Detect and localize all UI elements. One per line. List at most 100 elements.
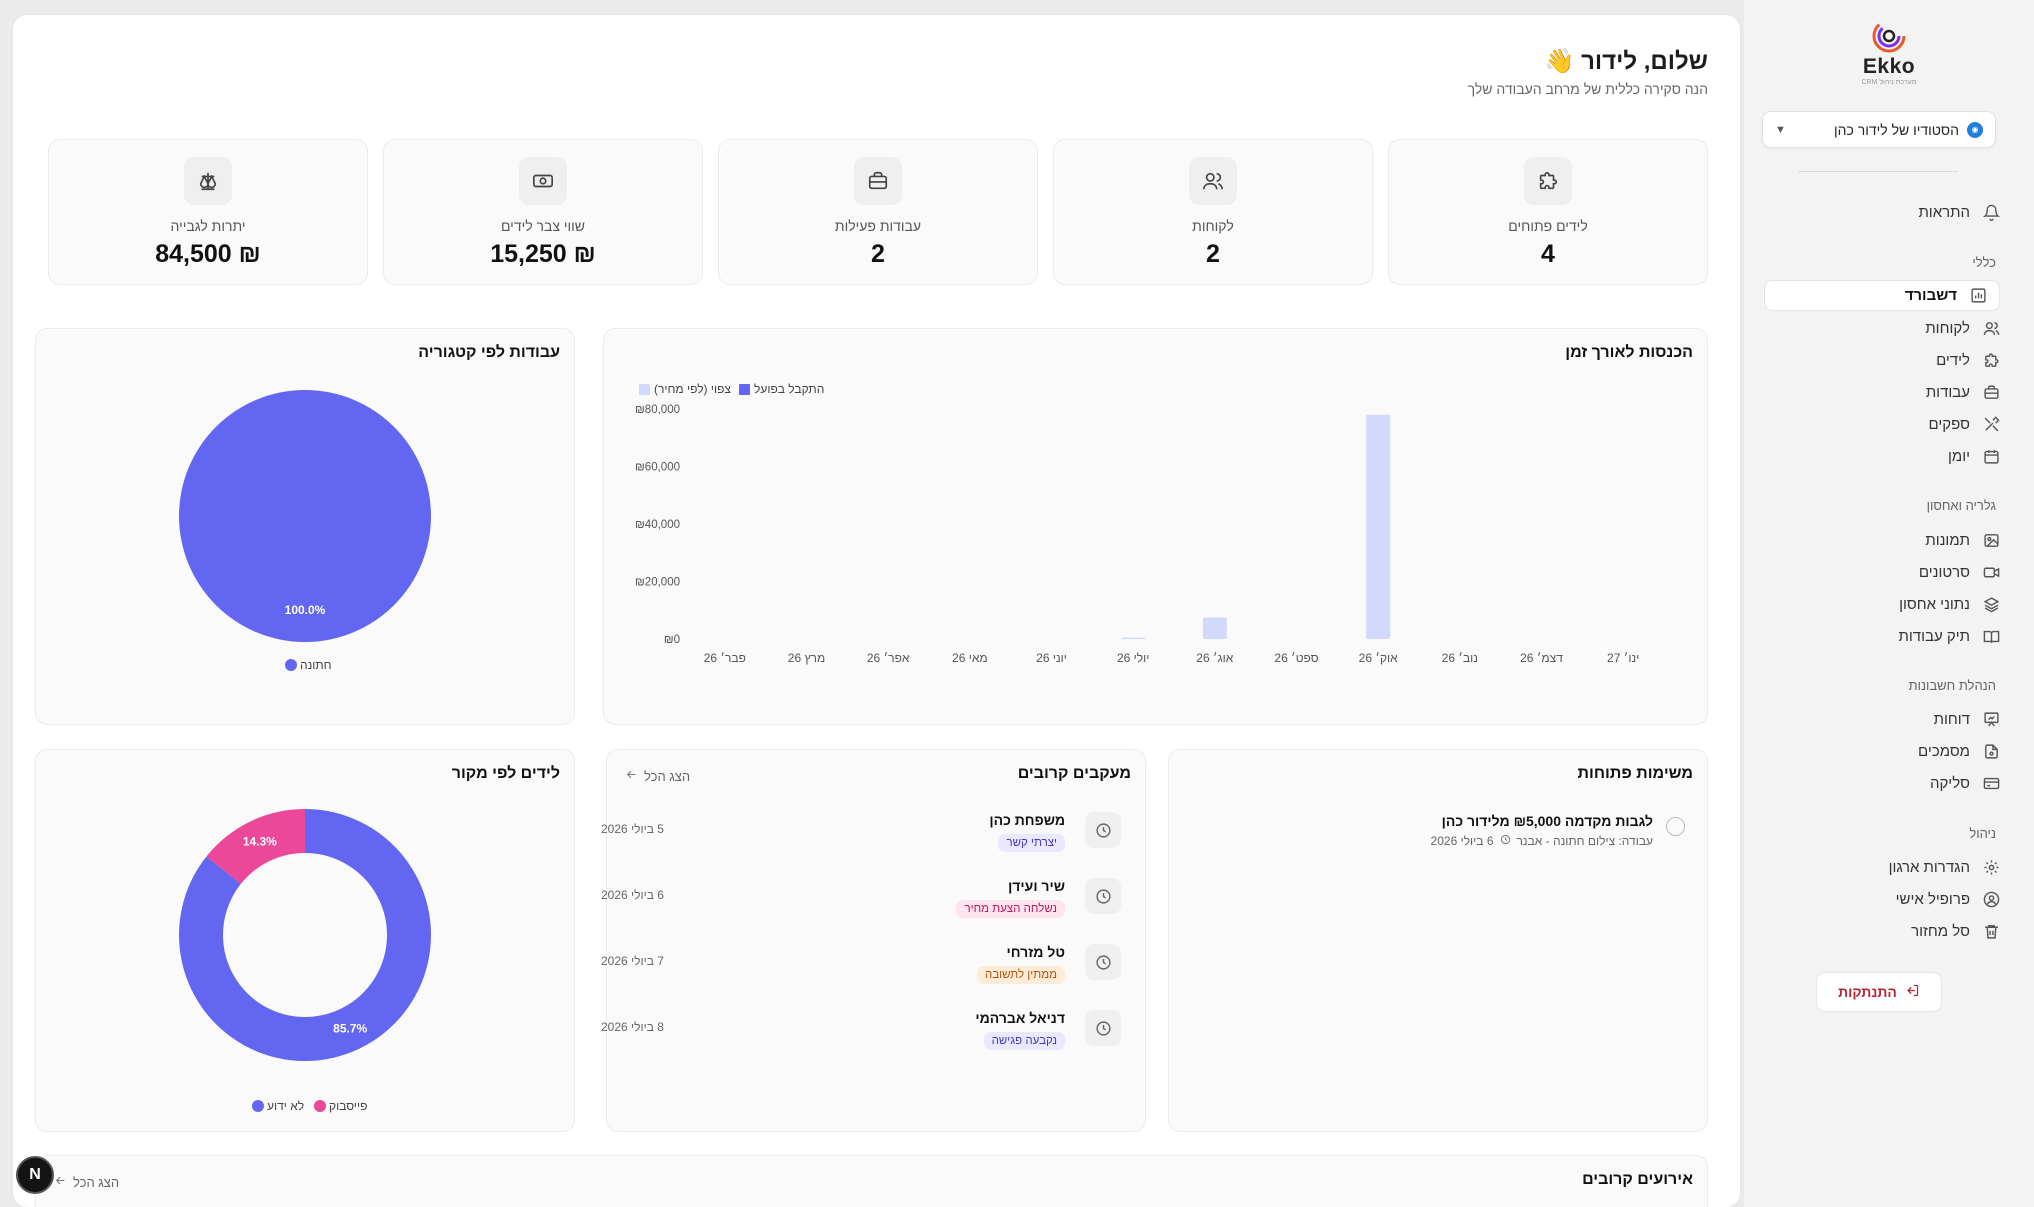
sidebar-item-clearing[interactable]: סליקה: [1764, 768, 2000, 799]
status-badge: יצרתי קשר: [998, 834, 1065, 852]
briefcase-icon: [854, 157, 902, 205]
sidebar-item-documents[interactable]: מסמכים: [1764, 736, 2000, 767]
category-pie-card: עבודות לפי קטגוריה 100.0% חתונה: [35, 328, 575, 725]
sidebar-item-videos[interactable]: סרטונים: [1764, 557, 2000, 588]
revenue-chart-card: הכנסות לאורך זמן צפוי (לפי מחיר) התקבל בפ…: [603, 328, 1708, 725]
x-tick-label: אוק׳ 26: [1359, 651, 1399, 665]
card-title: מעקבים קרובים: [1017, 765, 1131, 782]
dev-tools-badge[interactable]: N: [16, 1156, 54, 1194]
section-gallery: גלריה ואחסון: [1926, 498, 1996, 513]
legend-swatch-expected: [639, 384, 650, 395]
logo[interactable]: Ekko מערכת ניהול CRM: [1859, 18, 1919, 86]
user-circle-icon: [1982, 891, 2000, 909]
sidebar-item-dashboard[interactable]: דשבורד: [1764, 280, 2000, 311]
sidebar-item-label: לקוחות: [1925, 320, 1970, 337]
workspace-switcher[interactable]: ◉ הסטודיו של לידור כהן ▼: [1762, 111, 1996, 148]
sidebar-item-label: סרטונים: [1918, 564, 1970, 581]
stat-card-active-jobs[interactable]: עבודות פעילות 2: [718, 139, 1038, 285]
card-title: עבודות לפי קטגוריה: [418, 344, 560, 361]
logout-icon: [1905, 983, 1920, 1001]
legend-label: לא ידוע: [267, 1099, 304, 1113]
sidebar-item-portfolio[interactable]: תיק עבודות: [1764, 621, 2000, 652]
followup-row[interactable]: טל מזרחי ממתין לתשובה 7 ביולי 2026: [601, 944, 1121, 994]
followup-row[interactable]: דניאל אברהמי נקבעה פגישה 8 ביולי 2026: [601, 1010, 1121, 1060]
sidebar-item-trash[interactable]: סל מחזור: [1764, 916, 2000, 947]
sidebar-item-label: יומן: [1948, 448, 1970, 465]
x-tick-label: פבר׳ 26: [704, 651, 746, 665]
show-all-label: הצג הכל: [644, 768, 691, 784]
card-title: אירועים קרובים: [1582, 1171, 1693, 1188]
stat-value: 2: [871, 240, 885, 268]
y-tick-label: ₪0: [664, 634, 680, 646]
users-icon: [1982, 320, 2000, 338]
task-title: לגבות מקדמה ₪5,000 מלידור כהן: [1441, 813, 1653, 829]
chevron-down-icon: ▼: [1775, 123, 1786, 136]
logout-button[interactable]: התנתקות: [1816, 972, 1942, 1012]
sidebar-item-photos[interactable]: תמונות: [1764, 525, 2000, 556]
stat-card-balance-due[interactable]: יתרות לגבייה ₪ 84,500: [48, 139, 368, 285]
sidebar-item-jobs[interactable]: עבודות: [1764, 377, 2000, 408]
sidebar-item-clients[interactable]: לקוחות: [1764, 313, 2000, 344]
arrow-left-icon: [625, 768, 638, 784]
sidebar-item-notifications[interactable]: התראות: [1764, 197, 2000, 228]
stat-card-lead-pipeline[interactable]: שווי צבר לידים ₪ 15,250: [383, 139, 703, 285]
open-tasks-card: משימות פתוחות לגבות מקדמה ₪5,000 מלידור …: [1168, 749, 1708, 1132]
sidebar-item-calendar[interactable]: יומן: [1764, 441, 2000, 472]
clock-icon: [1085, 944, 1121, 980]
puzzle-icon: [1524, 157, 1572, 205]
section-accounting: הנהלת חשבונות: [1908, 678, 1996, 693]
pie-slice: [179, 390, 431, 642]
followup-date: 5 ביולי 2026: [601, 822, 664, 836]
clock-icon: [1500, 834, 1511, 848]
bar-expected: [1202, 617, 1227, 639]
x-tick-label: יוני 26: [1036, 651, 1067, 665]
sidebar-item-label: עבודות: [1925, 384, 1970, 401]
show-all-link[interactable]: הצג הכל: [625, 768, 690, 784]
show-all-link[interactable]: הצג הכל: [54, 1174, 119, 1190]
sidebar-item-leads[interactable]: לידים: [1764, 345, 2000, 376]
logo-mark-icon: [1872, 19, 1906, 53]
puzzle-icon: [1982, 352, 2000, 370]
card-title: הכנסות לאורך זמן: [1565, 344, 1693, 361]
sidebar-item-label: פרופיל אישי: [1895, 891, 1970, 908]
image-icon: [1982, 532, 2000, 550]
stat-label: שווי צבר לידים: [500, 218, 586, 234]
calendar-icon: [1982, 448, 2000, 466]
category-pie-chart: 100.0% חתונה: [179, 390, 431, 672]
y-tick-label: ₪60,000: [635, 462, 680, 474]
legend-label: חתונה: [300, 658, 332, 672]
sidebar-item-storage[interactable]: נתוני אחסון: [1764, 589, 2000, 620]
credit-card-icon: [1982, 775, 2000, 793]
x-tick-label: מרץ 26: [788, 651, 825, 665]
x-tick-label: דצמ׳ 26: [1520, 651, 1563, 665]
followup-row[interactable]: שיר ועידן נשלחה הצעת מחיר 6 ביולי 2026: [601, 878, 1121, 928]
sidebar-item-label: לידים: [1936, 352, 1970, 369]
followup-row[interactable]: משפחת כהן יצרתי קשר 5 ביולי 2026: [601, 812, 1121, 862]
page-title: שלום, לידור 👋: [1544, 48, 1708, 75]
stat-label: עבודות פעילות: [834, 218, 922, 234]
card-title: לידים לפי מקור: [451, 765, 560, 782]
sidebar-item-org-settings[interactable]: הגדרות ארגון: [1764, 852, 2000, 883]
clock-icon: [1085, 1010, 1121, 1046]
stat-card-clients[interactable]: לקוחות 2: [1053, 139, 1373, 285]
stat-label: יתרות לגבייה: [170, 218, 246, 234]
x-tick-label: אפר׳ 26: [867, 651, 910, 665]
sidebar-item-suppliers[interactable]: ספקים: [1764, 409, 2000, 440]
x-tick-label: אוג׳ 26: [1196, 651, 1234, 665]
x-tick-label: יולי 26: [1117, 651, 1149, 665]
task-job: עבודה: צילום חתונה - אבנר: [1516, 834, 1654, 848]
trash-icon: [1982, 923, 2000, 941]
section-general: כללי: [1972, 255, 1996, 270]
x-tick-label: ספט׳ 26: [1274, 651, 1318, 665]
sidebar-item-reports[interactable]: דוחות: [1764, 704, 2000, 735]
sidebar-item-label: תמונות: [1925, 532, 1970, 549]
file-icon: [1982, 743, 2000, 761]
revenue-bar-chart: צפוי (לפי מחיר) התקבל בפועל ₪0 ₪20,000 ₪40,0…: [635, 382, 1639, 665]
video-icon: [1982, 564, 2000, 582]
presentation-chart-icon: [1982, 711, 2000, 729]
followup-name: שיר ועידן: [1008, 878, 1065, 894]
sidebar-item-profile[interactable]: פרופיל אישי: [1764, 884, 2000, 915]
task-checkbox[interactable]: [1666, 817, 1685, 836]
sidebar-item-label: דוחות: [1933, 711, 1970, 728]
stat-card-open-leads[interactable]: לידים פתוחים 4: [1388, 139, 1708, 285]
